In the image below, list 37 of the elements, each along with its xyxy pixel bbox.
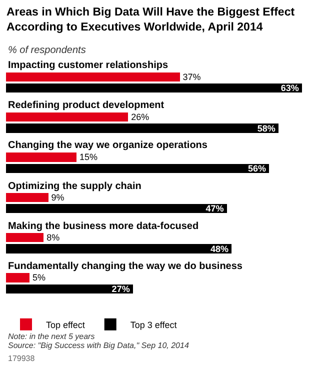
- text: Note: in the next 5 years: [8, 332, 95, 341]
- data-label: 63%: [280, 83, 299, 94]
- bar: [6, 273, 30, 282]
- bar: [6, 84, 302, 93]
- bar: [6, 232, 44, 242]
- bar: [6, 244, 232, 254]
- y-tick-label: Making the business more data-focused: [8, 221, 199, 232]
- text: 179938: [8, 354, 36, 363]
- data-label: 5%: [32, 272, 46, 283]
- y-tick-label: Fundamentally changing the way we do business: [8, 261, 243, 272]
- y-tick-label: Impacting customer relationships: [8, 60, 168, 71]
- chart-subtitle: % of respondents: [8, 45, 86, 56]
- legend-label: Top 3 effect: [130, 320, 178, 330]
- bar: [6, 124, 278, 133]
- data-label: 37%: [182, 72, 201, 82]
- data-label: 15%: [79, 152, 98, 162]
- bar: [6, 192, 48, 202]
- bar: [6, 204, 227, 214]
- y-tick-label: Optimizing the supply chain: [8, 181, 142, 192]
- legend-label: Top effect: [46, 320, 86, 330]
- y-tick-label: Redefining product development: [8, 100, 165, 111]
- bar: [6, 164, 270, 174]
- bar: [6, 152, 76, 162]
- data-label: 9%: [51, 192, 64, 202]
- chart-title: Areas in Which Big Data Will Have the Biggest Effect According to Executives Worldwide, April 2014: [6, 6, 295, 34]
- data-label: 58%: [257, 123, 276, 134]
- bar: [6, 112, 128, 122]
- data-label: 47%: [206, 204, 224, 214]
- bar: [6, 284, 133, 294]
- bar: [6, 72, 180, 82]
- data-label: 8%: [46, 232, 60, 243]
- data-label: 56%: [248, 163, 266, 174]
- data-label: 48%: [210, 244, 228, 254]
- data-label: 27%: [112, 284, 130, 294]
- y-tick-label: Changing the way we organize operations: [8, 140, 208, 151]
- source-note: Source: "Big Success with Big Data," Sep 10, 2014: [8, 341, 190, 350]
- data-label: 26%: [131, 112, 150, 122]
